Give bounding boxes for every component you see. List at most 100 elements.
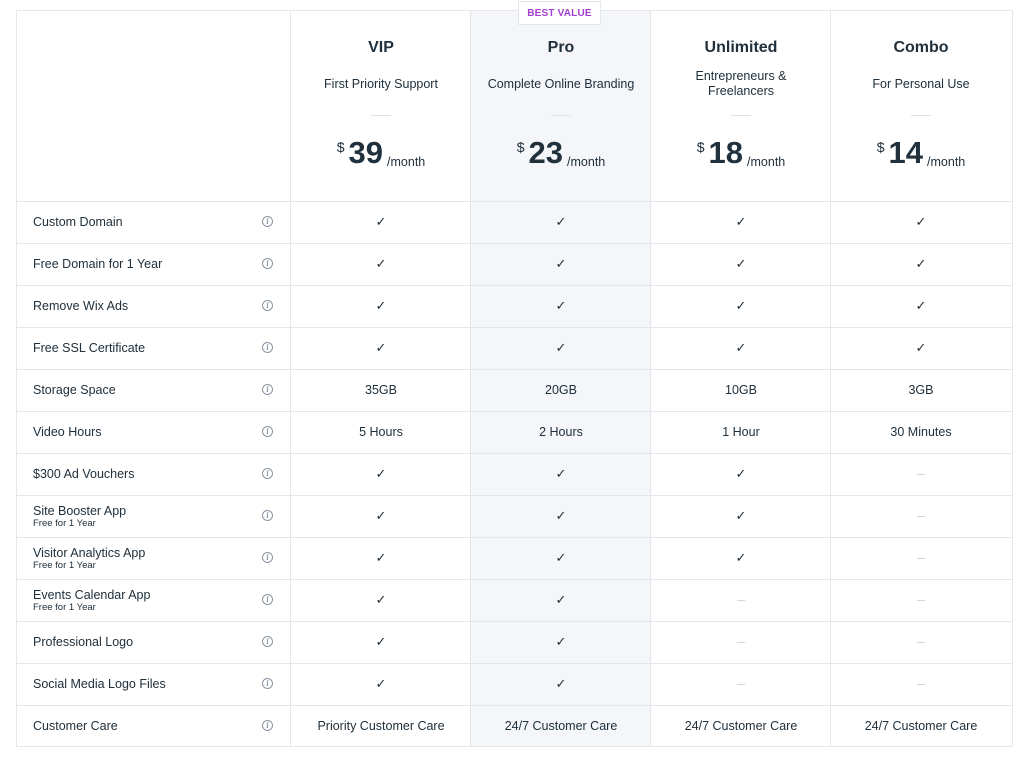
feature-sublabel: Free for 1 Year [33,517,96,529]
checkmark-icon: ✓ [555,298,567,313]
feature-value-cell: 35GB [365,383,397,397]
included-cell: ✓ [291,243,471,285]
pro-column-highlight [471,11,651,746]
feature-label: Site Booster App [33,503,127,518]
dash-icon [917,641,925,643]
feature-row: Custom Domain i ✓ ✓ ✓ ✓ [17,201,1012,243]
feature-row: Free Domain for 1 Year i ✓ ✓ ✓ ✓ [17,243,1012,285]
checkmark-icon: ✓ [735,550,747,565]
price-amount: 18 [708,135,744,170]
plan-header-pro: Pro Complete Online Branding $ 23 /month [471,11,651,201]
info-icon[interactable]: i [262,636,273,647]
feature-label: Social Media Logo Files [33,677,166,691]
included-cell: ✓ [651,201,831,243]
checkmark-icon: ✓ [375,550,387,565]
info-icon[interactable]: i [262,342,273,353]
checkmark-icon: ✓ [375,508,387,523]
included-cell: ✓ [651,453,831,495]
info-icon[interactable]: i [262,384,273,395]
included-cell: ✓ [471,453,651,495]
column-divider [470,11,471,746]
plan-price: $ 39 /month [291,133,471,173]
feature-name: Video Hours [33,411,253,453]
info-icon[interactable]: i [262,426,273,437]
plan-separator [911,115,931,116]
plan-price: $ 14 /month [831,133,1011,173]
checkmark-icon: ✓ [555,634,567,649]
plan-price: $ 23 /month [471,133,651,173]
info-icon[interactable]: i [262,678,273,689]
checkmark-icon: ✓ [735,256,747,271]
row-divider [17,369,1012,370]
checkmark-icon: ✓ [555,340,567,355]
plan-separator [371,115,391,116]
included-cell: ✓ [471,243,651,285]
feature-label: Storage Space [33,383,116,397]
included-cell: ✓ [291,663,471,705]
row-divider [17,663,1012,664]
checkmark-icon: ✓ [735,214,747,229]
feature-label: Visitor Analytics App [33,545,146,560]
feature-sublabel: Free for 1 Year [33,601,96,613]
feature-label: Customer Care [33,719,118,733]
plan-separator [731,115,751,116]
info-icon[interactable]: i [262,258,273,269]
feature-row: Video Hours i 5 Hours 2 Hours 1 Hour 30 Minut… [17,411,1012,453]
info-icon[interactable]: i [262,300,273,311]
price-currency: $ [336,139,345,155]
feature-name: $300 Ad Vouchers [33,453,253,495]
checkmark-icon: ✓ [375,676,387,691]
column-divider [290,11,291,746]
feature-row: $300 Ad Vouchers i ✓ ✓ ✓ [17,453,1012,495]
not-included-cell [831,537,1011,579]
plan-name: Unlimited [704,39,778,56]
price-amount: 14 [888,135,924,170]
info-icon[interactable]: i [262,216,273,227]
feature-row: Events Calendar App Free for 1 Year i ✓ ✓ [17,579,1012,621]
included-cell: ✓ [831,327,1011,369]
info-icon[interactable]: i [262,510,273,521]
checkmark-icon: ✓ [555,256,567,271]
dash-icon [917,557,925,559]
feature-label: Free Domain for 1 Year [33,257,163,271]
dash-icon [917,683,925,685]
checkmark-icon: ✓ [555,550,567,565]
info-icon[interactable]: i [262,594,273,605]
info-icon[interactable]: i [262,552,273,563]
info-icon[interactable]: i [262,468,273,479]
checkmark-icon: ✓ [915,340,927,355]
included-cell: ✓ [291,579,471,621]
feature-value-cell: 1 Hour [722,425,760,439]
included-cell: ✓ [651,495,831,537]
feature-name: Remove Wix Ads [33,285,253,327]
feature-value-cell: 20GB [545,383,577,397]
feature-value-cell: 30 Minutes [890,425,952,439]
row-divider [17,705,1012,706]
plan-description: Complete Online Branding [487,76,635,91]
plan-name: Combo [893,39,949,56]
included-cell: ✓ [831,243,1011,285]
row-divider [17,621,1012,622]
included-cell: ✓ [471,579,651,621]
info-icon[interactable]: i [262,720,273,731]
checkmark-icon: ✓ [735,508,747,523]
included-cell: ✓ [291,285,471,327]
dash-icon [917,515,925,517]
included-cell: ✓ [471,201,651,243]
feature-name: Professional Logo [33,621,253,663]
feature-value-cell: 24/7 Customer Care [684,719,798,733]
feature-name: Visitor Analytics App Free for 1 Year [33,537,253,579]
feature-value-cell: 10GB [725,383,757,397]
feature-value-cell: 24/7 Customer Care [504,719,618,733]
included-cell: ✓ [291,201,471,243]
feature-name: Social Media Logo Files [33,663,253,705]
feature-row: Free SSL Certificate i ✓ ✓ ✓ ✓ [17,327,1012,369]
row-divider [17,201,1012,202]
checkmark-icon: ✓ [555,676,567,691]
row-divider [17,453,1012,454]
feature-row: Visitor Analytics App Free for 1 Year i ✓ ✓ ✓ [17,537,1012,579]
checkmark-icon: ✓ [375,466,387,481]
included-cell: ✓ [291,453,471,495]
plan-name: VIP [368,39,394,56]
price-amount: 39 [348,135,384,170]
